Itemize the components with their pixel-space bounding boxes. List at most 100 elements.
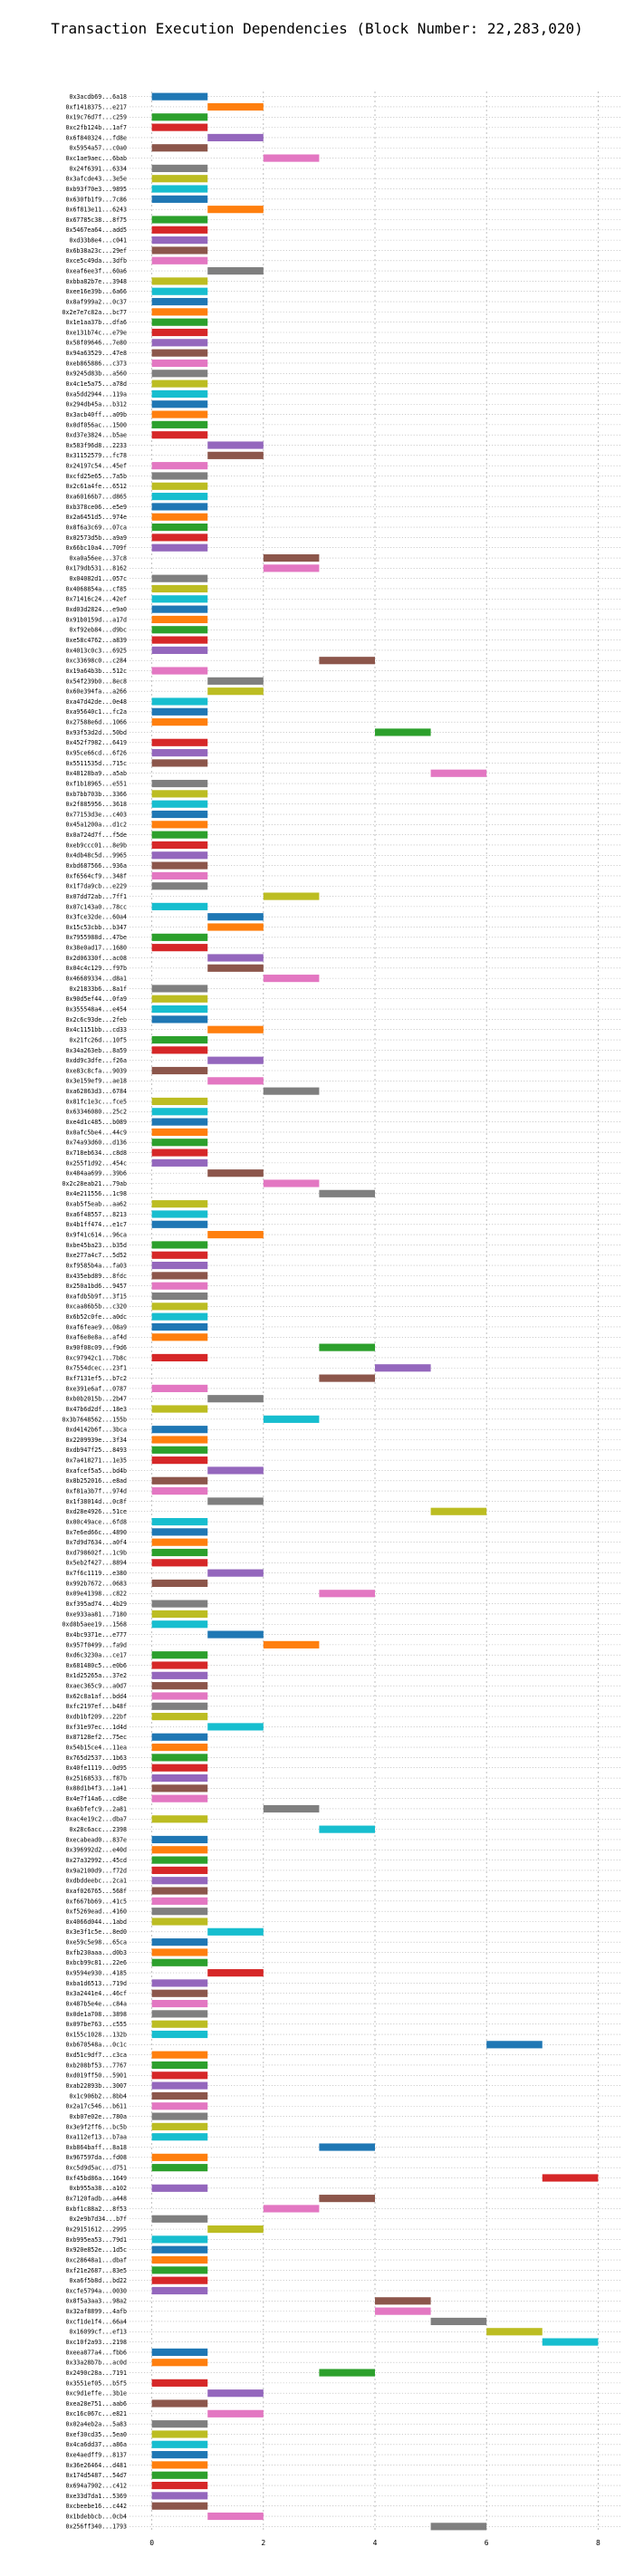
task-bar bbox=[151, 1600, 208, 1608]
tx-label: 0x484aa699...39b6 bbox=[66, 1170, 128, 1177]
task-bar bbox=[151, 297, 208, 306]
tx-label: 0xf31e97ec...1d4d bbox=[66, 1724, 128, 1731]
tx-label: 0xcaa86b5b...c320 bbox=[66, 1303, 128, 1311]
tx-label: 0xa62863d3...6784 bbox=[66, 1088, 128, 1095]
task-bar bbox=[207, 964, 264, 972]
task-bar bbox=[151, 277, 208, 285]
tx-label: 0x7a418271...1e35 bbox=[66, 1457, 128, 1465]
task-bar bbox=[151, 1958, 208, 1966]
task-bar bbox=[151, 1764, 208, 1772]
task-bar bbox=[151, 2245, 208, 2254]
task-bar bbox=[151, 1272, 208, 1280]
task-bar bbox=[151, 482, 208, 490]
tx-label: 0xeaf6ee3f...60a6 bbox=[66, 267, 128, 274]
task-bar bbox=[263, 564, 320, 572]
task-bar bbox=[263, 1640, 320, 1648]
tx-label: 0xbf1c88a2...8f53 bbox=[66, 2206, 128, 2213]
tx-label: 0xf21e2687...83e5 bbox=[66, 2267, 128, 2274]
task-bar bbox=[151, 1538, 208, 1546]
task-bar bbox=[151, 2020, 208, 2028]
task-bar bbox=[151, 318, 208, 326]
tx-label: 0x21833b6...8a1f bbox=[69, 985, 127, 993]
task-bar bbox=[151, 113, 208, 121]
task-bar bbox=[207, 2512, 264, 2521]
tx-label: 0xecabead0...837e bbox=[66, 1836, 128, 1843]
tx-label: 0x1f38014d...0c8f bbox=[66, 1498, 128, 1505]
task-bar bbox=[151, 861, 208, 870]
task-bar bbox=[151, 2379, 208, 2387]
tx-label: 0xdb1bf209...22bf bbox=[66, 1714, 128, 1721]
tx-label: 0xcfd25e65...7a5b bbox=[66, 473, 128, 480]
tx-label: 0x920e852e...1d5c bbox=[66, 2246, 128, 2254]
tx-label: 0xf395ad74...4b29 bbox=[66, 1600, 128, 1608]
tx-label: 0xb0b2015b...2b47 bbox=[66, 1396, 128, 1403]
tx-label: 0xa0a56ee...37c8 bbox=[69, 554, 127, 562]
task-bar bbox=[151, 1322, 208, 1331]
tx-label: 0x94a63529...47e8 bbox=[66, 350, 128, 357]
task-bar bbox=[319, 1825, 375, 1833]
tx-label: 0x02573d5b...a9a9 bbox=[66, 534, 128, 542]
tx-label: 0x46689334...d8a1 bbox=[66, 976, 128, 983]
task-bar bbox=[263, 2205, 320, 2213]
tx-label: 0x3e159ef9...ae18 bbox=[66, 1078, 128, 1085]
tx-label: 0x4068854a...cf85 bbox=[66, 585, 128, 592]
tx-label: 0x3acb40ff...a09b bbox=[66, 411, 128, 418]
tx-label: 0x1f7da9cb...e229 bbox=[66, 883, 128, 890]
task-bar bbox=[151, 1005, 208, 1014]
tx-label: 0xf92eb84...d9bc bbox=[69, 627, 127, 634]
task-bar bbox=[151, 1426, 208, 1434]
task-bar bbox=[207, 1927, 264, 1936]
task-bar bbox=[151, 1118, 208, 1126]
tx-label: 0x2c6c93de...2feb bbox=[66, 1016, 128, 1024]
task-bar bbox=[151, 2492, 208, 2500]
task-bar bbox=[151, 1815, 208, 1823]
tx-label: 0x5467ea64...add5 bbox=[66, 226, 128, 234]
task-bar bbox=[151, 2133, 208, 2141]
task-bar bbox=[151, 1015, 208, 1024]
task-bar bbox=[151, 2255, 208, 2264]
tx-label: 0x5eb2f427...8894 bbox=[66, 1560, 128, 1567]
tx-label: 0x24f6391...6334 bbox=[69, 165, 127, 172]
task-bar bbox=[151, 615, 208, 624]
task-bar bbox=[151, 1651, 208, 1659]
tx-label: 0xb07e02e...780a bbox=[69, 2113, 127, 2120]
tx-label: 0xaf6e8e8a...af4d bbox=[66, 1334, 128, 1341]
task-bar bbox=[151, 1743, 208, 1752]
tx-label: 0x355548a4...e454 bbox=[66, 1005, 128, 1013]
task-bar bbox=[151, 1261, 208, 1270]
task-bar bbox=[207, 1466, 264, 1475]
tx-label: 0x45a1200a...d1c2 bbox=[66, 822, 128, 829]
task-bar bbox=[207, 913, 264, 921]
task-bar bbox=[151, 1139, 208, 1147]
task-bar bbox=[319, 657, 375, 665]
tx-label: 0x54b15ce4...11ea bbox=[66, 1744, 128, 1751]
task-bar bbox=[151, 1610, 208, 1618]
tx-label: 0x9594e930...4185 bbox=[66, 1969, 128, 1976]
tx-label: 0x487b5e4e...c84a bbox=[66, 2000, 128, 2007]
task-bar bbox=[151, 2102, 208, 2110]
chart-title: Transaction Execution Dependencies (Bloc… bbox=[51, 20, 583, 37]
tx-label: 0xf9585b4a...fa03 bbox=[66, 1262, 128, 1269]
task-bar bbox=[151, 195, 208, 203]
task-bar bbox=[151, 308, 208, 316]
tx-label: 0x4b1ff474...e1c7 bbox=[66, 1221, 128, 1228]
task-bar bbox=[151, 1713, 208, 1721]
task-bar bbox=[151, 1702, 208, 1710]
task-bar bbox=[151, 626, 208, 634]
tx-label: 0xb378ce06...e5e9 bbox=[66, 504, 128, 511]
task-bar bbox=[151, 1158, 208, 1167]
tx-label: 0x4013c0c3...6925 bbox=[66, 647, 128, 654]
task-bar bbox=[430, 1507, 487, 1515]
tx-label: 0x2209939e...3f34 bbox=[66, 1437, 128, 1444]
task-bar bbox=[151, 1292, 208, 1301]
task-bar bbox=[151, 1210, 208, 1218]
tx-label: 0x2a6451d5...974e bbox=[66, 514, 128, 521]
tx-label: 0xfc2197ef...b48f bbox=[66, 1703, 128, 1710]
task-bar bbox=[151, 2348, 208, 2356]
task-bar bbox=[207, 133, 264, 142]
task-bar bbox=[375, 1364, 431, 1372]
task-bar bbox=[151, 1877, 208, 1885]
tx-label: 0x47b6d2df...18e3 bbox=[66, 1406, 128, 1413]
tx-label: 0x3e3f1c5e...8ed0 bbox=[66, 1928, 128, 1936]
task-bar bbox=[319, 2143, 375, 2151]
